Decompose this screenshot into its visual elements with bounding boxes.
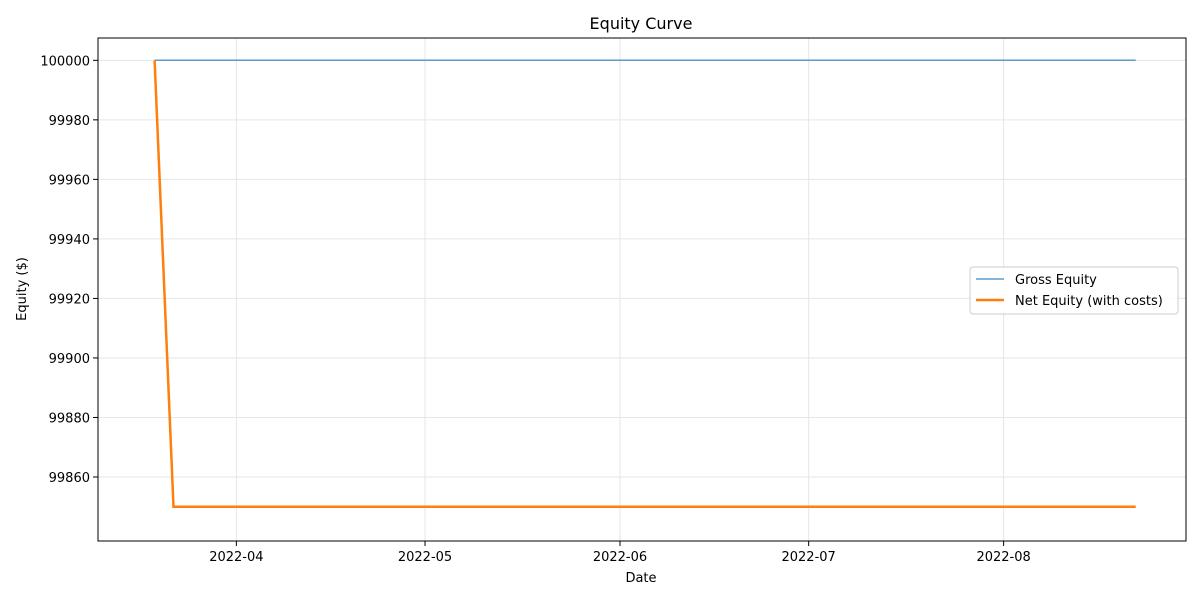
y-tick-label: 99980 xyxy=(49,114,90,129)
y-tick-label: 99960 xyxy=(49,173,90,188)
legend-label: Net Equity (with costs) xyxy=(1015,294,1163,309)
legend: Gross Equity Net Equity (with costs) xyxy=(969,266,1179,315)
y-tick-label: 99880 xyxy=(49,411,90,426)
legend-box xyxy=(969,266,1179,315)
chart-title: Equity Curve xyxy=(590,14,693,33)
y-tick-label: 99860 xyxy=(49,471,90,486)
y-axis-label: Equity ($) xyxy=(15,257,30,321)
y-tick-label: 100000 xyxy=(40,54,90,69)
x-tick-label: 2022-05 xyxy=(398,550,452,565)
series-line-2 xyxy=(153,60,1136,509)
x-tick-label: 2022-08 xyxy=(976,550,1030,565)
y-tick-label: 99900 xyxy=(49,352,90,367)
x-axis-label: Date xyxy=(625,571,656,586)
y-tick-label: 99920 xyxy=(49,292,90,307)
y-tick-label: 99940 xyxy=(49,233,90,248)
x-tick-label: 2022-06 xyxy=(593,550,647,565)
y-axis: 99860 99880 99900 99920 99940 99960 99980 10000… xyxy=(40,54,98,486)
x-tick-label: 2022-04 xyxy=(209,550,263,565)
x-axis: 2022-04 2022-05 2022-06 2022-07 2022-08 xyxy=(209,541,1031,565)
legend-label: Gross Equity xyxy=(1015,273,1097,288)
x-tick-label: 2022-07 xyxy=(781,550,835,565)
plot-frame xyxy=(97,37,1187,542)
series-lines xyxy=(153,59,1136,509)
